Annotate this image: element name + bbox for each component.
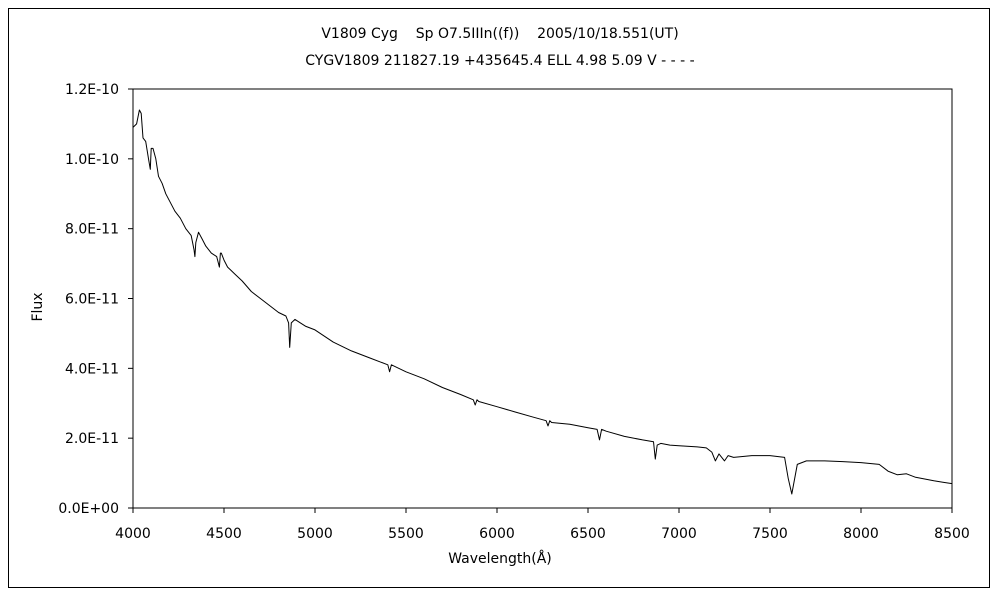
x-tick-label: 8500 xyxy=(934,526,970,542)
series-group xyxy=(132,109,953,495)
y-tick-label: 6.0E-11 xyxy=(65,292,119,308)
plot-area xyxy=(132,88,953,509)
y-tick-label: 0.0E+00 xyxy=(58,501,119,517)
x-tick-label: 4500 xyxy=(206,526,242,542)
chart-subtitle: CYGV1809 211827.19 +435645.4 ELL 4.98 5.… xyxy=(305,53,695,69)
x-tick-label: 5500 xyxy=(388,526,424,542)
x-axis-label: Wavelength(Å) xyxy=(448,551,552,567)
y-axis-label: Flux xyxy=(30,292,46,322)
x-tick-label: 7000 xyxy=(661,526,697,542)
y-tick-label: 1.2E-10 xyxy=(65,82,119,98)
x-tick-label: 6500 xyxy=(570,526,606,542)
y-tick-label: 4.0E-11 xyxy=(65,361,119,377)
y-tick-label: 1.0E-10 xyxy=(65,152,119,168)
y-axis: 0.0E+00 2.0E-11 4.0E-11 6.0E-11 8.0E-11 1.0E-… xyxy=(58,82,133,517)
x-tick-label: 6000 xyxy=(479,526,515,542)
x-axis: 4000 4500 5000 5500 6000 6500 7000 7500 8000 8500 xyxy=(115,508,970,542)
y-tick-label: 2.0E-11 xyxy=(65,431,119,447)
series-line xyxy=(132,109,953,495)
x-tick-label: 7500 xyxy=(752,526,788,542)
x-tick-label: 4000 xyxy=(115,526,151,542)
x-tick-label: 8000 xyxy=(843,526,879,542)
chart-title: V1809 Cyg Sp O7.5IIIn((f)) 2005/10/18.55… xyxy=(321,26,679,42)
y-tick-label: 8.0E-11 xyxy=(65,222,119,238)
x-tick-label: 5000 xyxy=(297,526,333,542)
